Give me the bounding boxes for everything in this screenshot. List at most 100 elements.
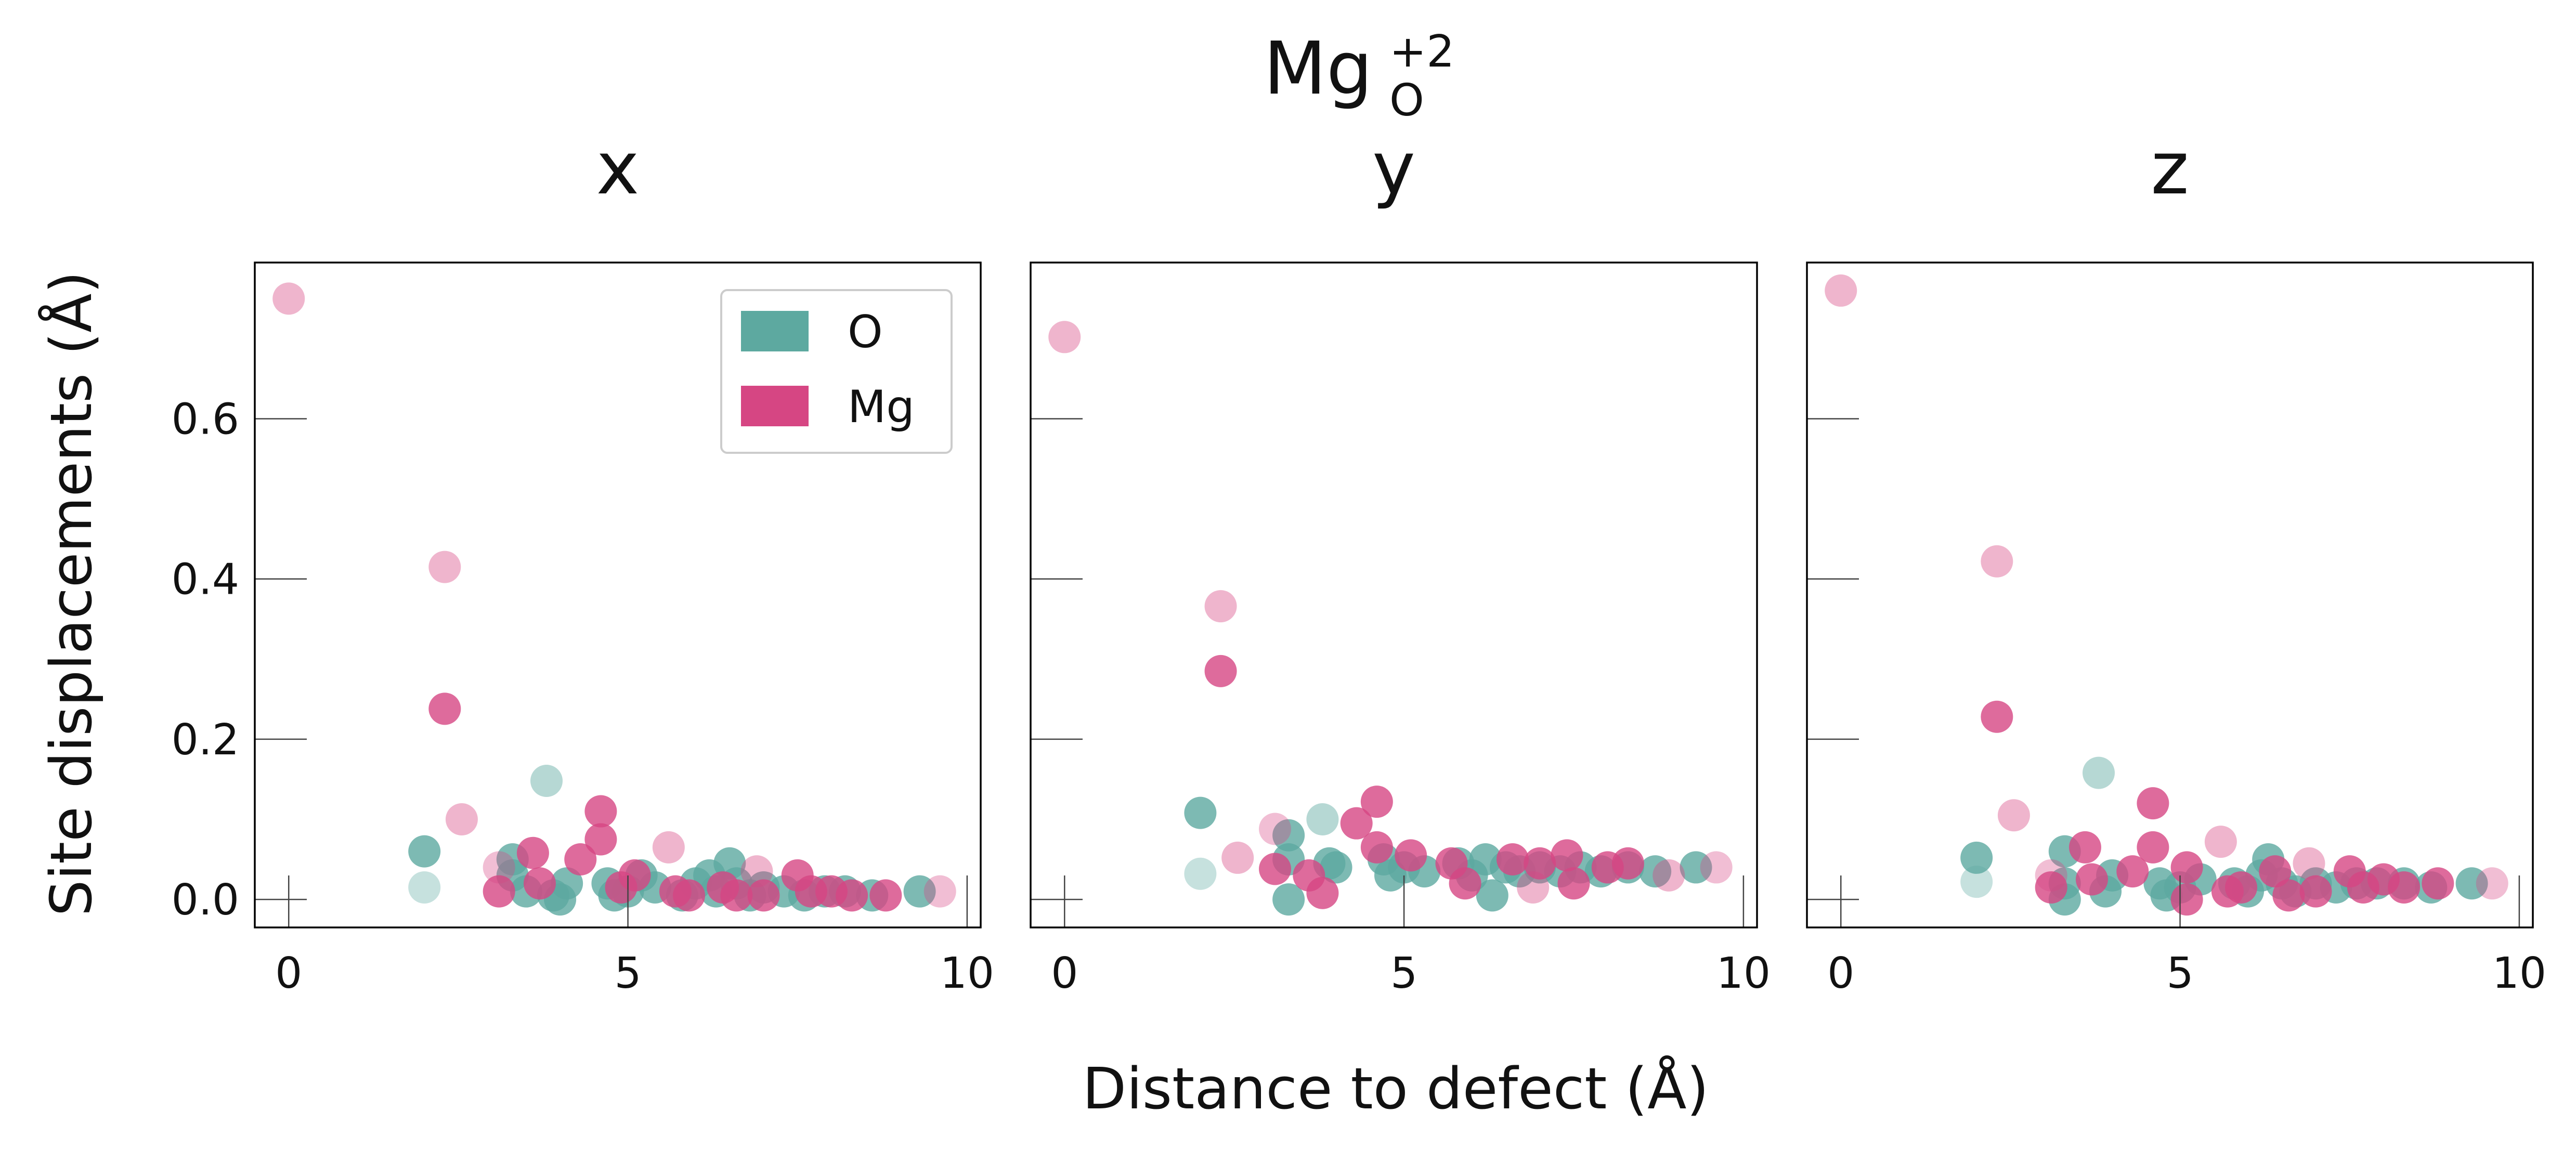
point-z-mg-2	[1981, 700, 2013, 733]
point-y-mg-8	[1340, 807, 1373, 840]
point-x-mg-17	[720, 879, 753, 912]
point-x-mg-0	[272, 282, 305, 315]
point-y-mg-22	[1700, 851, 1733, 884]
point-z-mg-15	[2224, 871, 2257, 904]
point-x-mg-7	[523, 867, 556, 900]
title-base: Mg	[1264, 27, 1373, 111]
point-x-mg-5	[483, 875, 515, 908]
point-y-mg-18	[1557, 867, 1590, 900]
ytick-label-x-3: 0.6	[172, 395, 239, 444]
point-x-mg-23	[836, 879, 868, 912]
point-x-o-1	[408, 835, 441, 868]
xtick-label-z-0: 0	[1827, 949, 1854, 998]
point-z-mg-11	[2170, 883, 2203, 916]
point-x-o-8	[551, 867, 583, 900]
point-z-mg-23	[2388, 871, 2421, 904]
point-x-mg-8	[564, 843, 597, 876]
point-y-mg-0	[1048, 321, 1081, 354]
legend-swatch-mg	[741, 386, 809, 426]
point-z-mg-5	[2035, 871, 2067, 904]
panel-title-x: x	[596, 126, 640, 211]
point-x-o-27	[903, 875, 936, 908]
point-y-o-7	[1320, 851, 1352, 884]
point-y-mg-5	[1259, 853, 1292, 885]
point-x-mg-12	[618, 859, 651, 892]
xtick-label-z-1: 5	[2166, 949, 2193, 998]
ytick-label-x-1: 0.2	[172, 715, 239, 765]
point-y-mg-11	[1395, 839, 1427, 872]
point-z-mg-0	[1825, 274, 1857, 307]
point-y-o-0	[1184, 857, 1217, 890]
panel-title-z: z	[2151, 126, 2189, 211]
xtick-label-z-2: 10	[2492, 949, 2546, 998]
xtick-label-x-1: 5	[614, 949, 641, 998]
point-z-mg-8	[2116, 855, 2149, 888]
point-y-mg-20	[1611, 847, 1644, 880]
point-x-mg-19	[747, 879, 780, 912]
title-superscript: +2	[1389, 26, 1454, 77]
points-z	[1825, 274, 2508, 916]
point-y-o-2	[1272, 819, 1305, 852]
point-x-mg-6	[516, 836, 549, 869]
panel-x: x 0 5 10 0.0 0.2 0.4 0.6	[172, 126, 995, 998]
point-z-mg-3	[1997, 799, 2030, 832]
legend-label-mg: Mg	[848, 381, 915, 433]
point-z-mg-9	[2137, 787, 2169, 820]
ytick-label-x-0: 0.0	[172, 875, 239, 925]
xtick-label-x-2: 10	[940, 949, 994, 998]
point-y-o-23	[1639, 855, 1672, 888]
point-x-o-5	[530, 765, 563, 797]
point-z-mg-12	[2170, 851, 2203, 884]
y-axis-label: Site displacements (Å)	[37, 271, 105, 917]
point-z-mg-6	[2068, 831, 2101, 864]
point-z-mg-7	[2075, 863, 2108, 896]
point-x-mg-2	[428, 692, 461, 725]
point-z-mg-24	[2422, 867, 2454, 900]
point-z-o-24	[2455, 867, 2488, 900]
points-x	[272, 282, 956, 916]
point-z-o-5	[2083, 756, 2115, 789]
legend-label-o: O	[848, 306, 883, 358]
point-z-mg-19	[2299, 875, 2332, 908]
point-z-mg-16	[2259, 855, 2292, 888]
point-y-mg-4	[1259, 813, 1292, 845]
axes-frame-y	[1030, 261, 1758, 928]
point-y-mg-1	[1204, 590, 1237, 623]
point-y-mg-3	[1221, 841, 1254, 874]
point-y-o-24	[1680, 851, 1712, 884]
point-x-mg-10	[584, 823, 617, 856]
point-y-mg-13	[1449, 867, 1481, 900]
xtick-label-y-1: 5	[1390, 949, 1417, 998]
point-x-mg-3	[445, 803, 478, 835]
point-y-mg-16	[1524, 847, 1556, 880]
panel-title-y: y	[1372, 126, 1415, 211]
x-axis-label: Distance to defect (Å)	[1083, 1055, 1709, 1122]
point-z-o-1	[1960, 841, 1993, 874]
point-y-mg-10	[1360, 831, 1393, 864]
panel-y: y 0 5 10	[1030, 126, 1771, 998]
point-y-o-1	[1184, 796, 1217, 829]
point-x-mg-25	[923, 875, 956, 908]
point-x-mg-4	[483, 851, 515, 884]
ytick-label-x-2: 0.4	[172, 555, 239, 605]
point-z-mg-25	[2476, 867, 2508, 900]
point-x-o-0	[408, 871, 441, 904]
axes-frame-x	[254, 261, 982, 928]
point-y-o-4	[1272, 883, 1305, 916]
xtick-label-y-2: 10	[1716, 949, 1771, 998]
legend: O Mg	[720, 289, 953, 454]
point-y-mg-14	[1496, 843, 1529, 876]
legend-swatch-o	[741, 311, 809, 351]
point-y-mg-21	[1653, 859, 1685, 892]
point-z-mg-13	[2204, 826, 2237, 858]
point-x-mg-15	[672, 879, 705, 912]
xtick-label-y-0: 0	[1051, 949, 1078, 998]
axes-frame-z	[1806, 261, 2534, 928]
point-x-mg-24	[869, 879, 902, 912]
point-x-mg-9	[584, 795, 617, 828]
point-z-mg-1	[1981, 545, 2013, 578]
point-z-mg-18	[2293, 847, 2325, 880]
point-y-o-5	[1306, 803, 1339, 835]
point-y-o-15	[1476, 879, 1508, 912]
